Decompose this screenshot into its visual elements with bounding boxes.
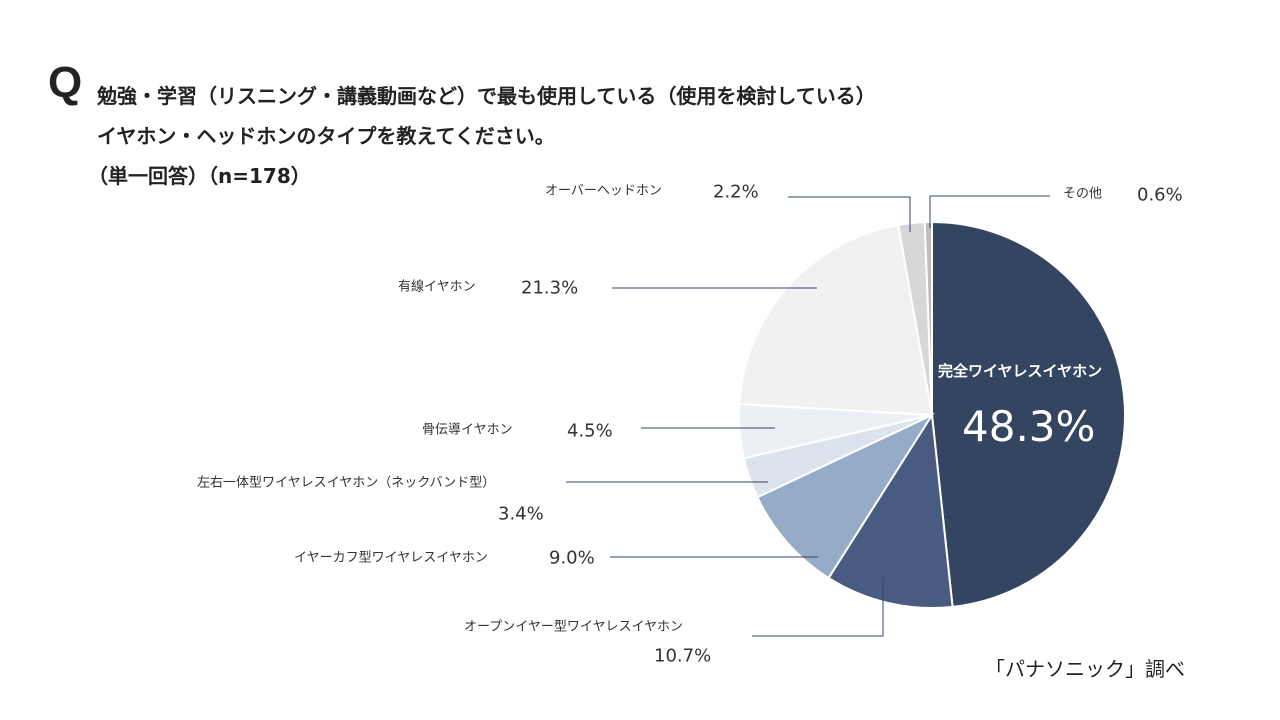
pie-slice-0 (931, 220, 1126, 609)
leader-line-other (929, 195, 1050, 228)
question-mark-q: Q (48, 58, 83, 107)
title-line-3: （単一回答）（n=178） (88, 164, 311, 188)
label-bone: 骨伝導イヤホン (422, 422, 513, 438)
value-overhead: 2.2% (713, 181, 759, 203)
pie-slice-1 (827, 412, 954, 609)
pie-slice-7 (923, 220, 933, 416)
value-other: 0.6% (1137, 184, 1183, 206)
title-line-2: イヤホン・ヘッドホンのタイプを教えてください。 (97, 124, 555, 148)
source-note: 「パナソニック」調べ (985, 657, 1185, 681)
slice-value-main: 48.3% (962, 402, 1096, 451)
pie-slice-5 (738, 223, 934, 417)
value-neckband: 3.4% (498, 503, 544, 525)
label-wired: 有線イヤホン (398, 279, 476, 295)
value-bone: 4.5% (567, 420, 613, 442)
value-earcuff: 9.0% (549, 547, 595, 569)
value-wired: 21.3% (521, 277, 579, 299)
value-openear: 10.7% (654, 645, 712, 667)
label-openear: オープンイヤー型ワイヤレスイヤホン (464, 619, 684, 635)
leader-line-overhead (788, 196, 911, 232)
leader-line-openear (752, 577, 884, 637)
slice-label-main: 完全ワイヤレスイヤホン (938, 362, 1103, 380)
label-neckband: 左右一体型ワイヤレスイヤホン（ネックバンド型） (197, 475, 496, 491)
label-other: その他 (1063, 186, 1103, 202)
label-earcuff: イヤーカフ型ワイヤレスイヤホン (294, 550, 488, 566)
title-line-1: 勉強・学習（リスニング・講義動画など）で最も使用している（使用を検討している） (97, 84, 876, 108)
pie-slice-2 (756, 412, 935, 580)
label-overhead: オーバーヘッドホン (545, 183, 662, 199)
